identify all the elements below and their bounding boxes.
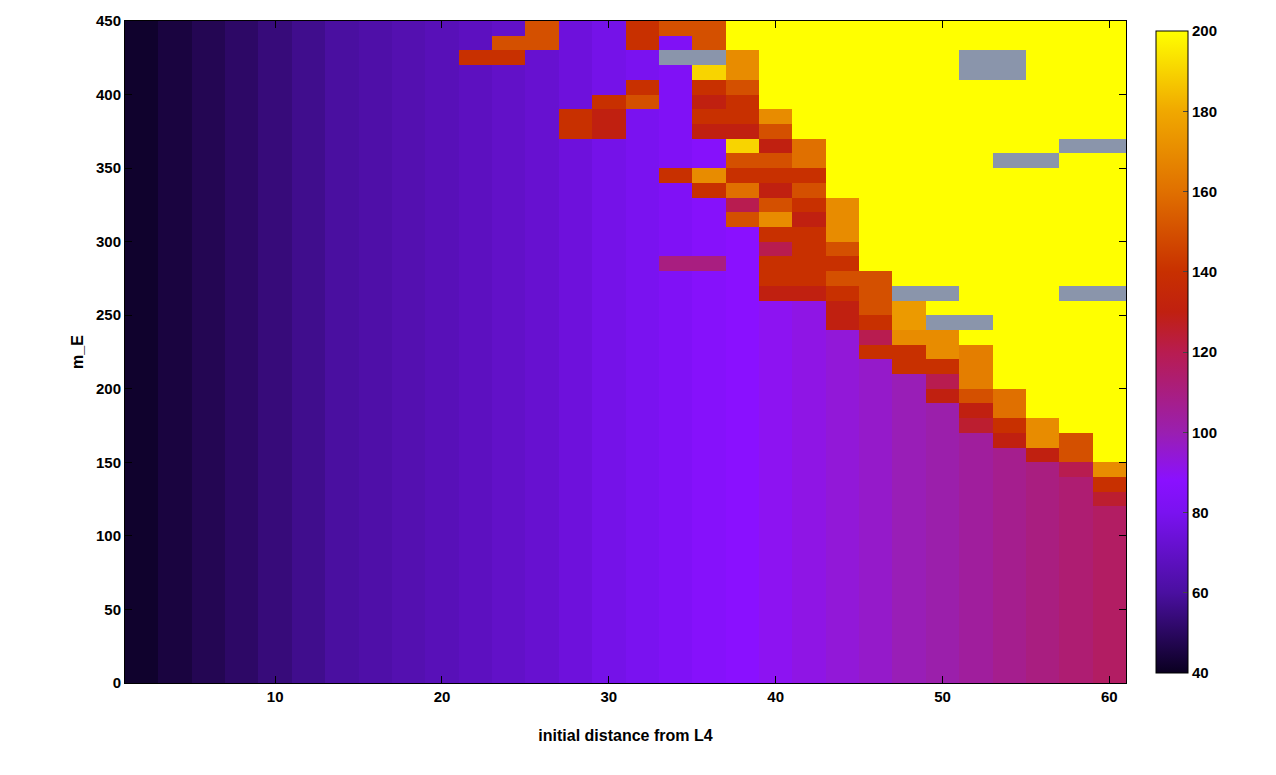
- svg-text:10: 10: [267, 688, 284, 705]
- svg-text:50: 50: [934, 688, 951, 705]
- svg-text:160: 160: [1192, 183, 1217, 200]
- svg-text:200: 200: [96, 380, 121, 397]
- svg-text:60: 60: [1101, 688, 1118, 705]
- svg-text:140: 140: [1192, 263, 1217, 280]
- svg-text:250: 250: [96, 306, 121, 323]
- svg-text:50: 50: [104, 601, 121, 618]
- svg-text:80: 80: [1192, 504, 1209, 521]
- svg-text:120: 120: [1192, 343, 1217, 360]
- svg-text:20: 20: [434, 688, 451, 705]
- svg-text:40: 40: [767, 688, 784, 705]
- svg-text:30: 30: [600, 688, 617, 705]
- svg-text:450: 450: [96, 12, 121, 29]
- svg-text:300: 300: [96, 233, 121, 250]
- svg-text:m_E: m_E: [69, 335, 86, 369]
- svg-text:400: 400: [96, 86, 121, 103]
- svg-text:initial distance from L4: initial distance from L4: [538, 727, 712, 744]
- svg-text:0: 0: [113, 674, 121, 691]
- svg-text:60: 60: [1192, 584, 1209, 601]
- svg-text:200: 200: [1192, 22, 1217, 39]
- svg-text:150: 150: [96, 454, 121, 471]
- svg-text:100: 100: [1192, 424, 1217, 441]
- svg-text:40: 40: [1192, 664, 1209, 681]
- svg-text:180: 180: [1192, 103, 1217, 120]
- svg-text:100: 100: [96, 527, 121, 544]
- svg-text:350: 350: [96, 159, 121, 176]
